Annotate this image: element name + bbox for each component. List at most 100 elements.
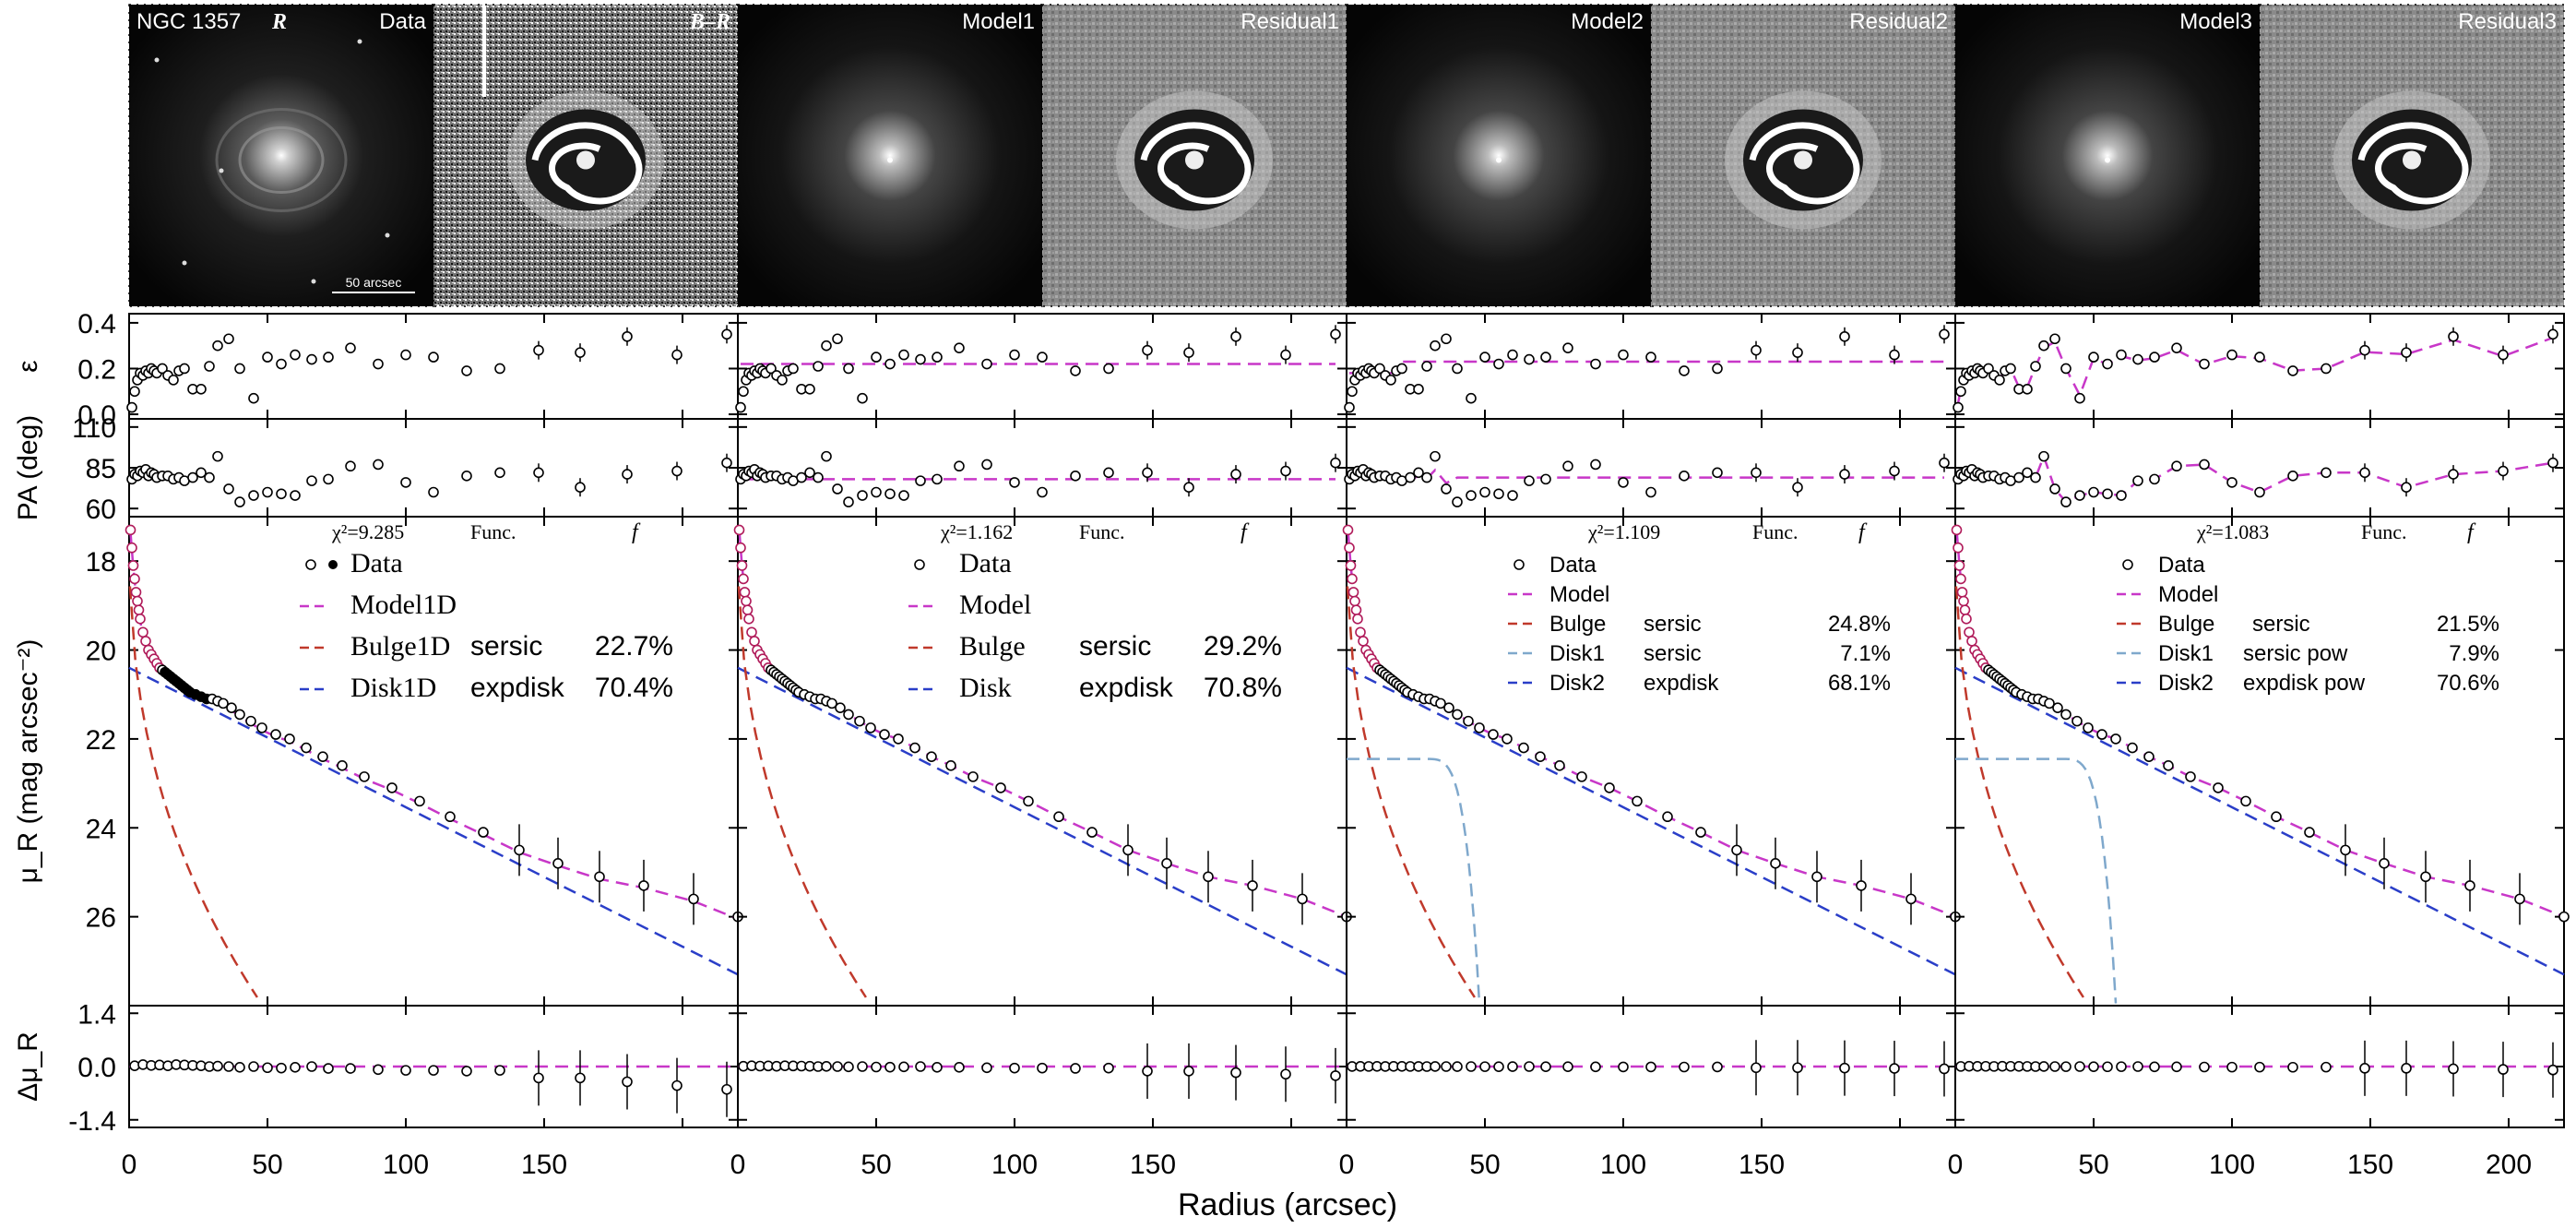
y-tick-label: 24 bbox=[86, 814, 116, 844]
data-point bbox=[248, 392, 259, 404]
data-point bbox=[1618, 477, 1629, 488]
image-panel-residual3: Residual3 bbox=[2259, 4, 2565, 307]
data-point bbox=[400, 349, 411, 361]
data-point bbox=[2049, 333, 2060, 345]
data-point bbox=[743, 614, 754, 625]
data-point bbox=[1142, 1066, 1153, 1077]
data-point bbox=[428, 352, 439, 363]
data-point bbox=[1955, 573, 1966, 585]
disk-line bbox=[737, 666, 1347, 976]
data-point bbox=[2005, 363, 2016, 375]
data-point bbox=[137, 626, 148, 638]
data-point bbox=[1161, 858, 1172, 869]
data-point bbox=[204, 471, 215, 483]
data-point bbox=[2074, 1061, 2085, 1072]
data-point bbox=[1751, 467, 1762, 479]
data-points bbox=[1342, 524, 1961, 943]
data-point bbox=[223, 333, 234, 345]
data-point bbox=[1839, 1062, 1850, 1074]
data-point bbox=[2254, 1061, 2265, 1073]
data-point bbox=[2110, 733, 2121, 745]
x-tick-label: 100 bbox=[991, 1150, 1038, 1180]
data-point bbox=[2060, 363, 2071, 375]
data-point bbox=[2401, 347, 2412, 358]
data-point bbox=[1712, 1061, 1723, 1073]
legend-func: sersic bbox=[2252, 612, 2310, 637]
data-point bbox=[2185, 771, 2196, 782]
data-point bbox=[2420, 871, 2431, 883]
y-axis-title: Δμ_R bbox=[13, 1031, 43, 1102]
legend-label: Disk2 bbox=[1549, 671, 1605, 696]
data-point bbox=[2096, 729, 2107, 740]
panel-residual bbox=[737, 1005, 1347, 1128]
f-header: f bbox=[1858, 520, 1868, 544]
data-point bbox=[2030, 361, 2041, 372]
data-point bbox=[262, 352, 273, 363]
data-point bbox=[1347, 587, 1359, 598]
data-points bbox=[126, 325, 732, 413]
data-point bbox=[749, 636, 760, 647]
data-point bbox=[738, 386, 749, 398]
data-point bbox=[196, 383, 207, 395]
panel-frame bbox=[1954, 313, 2565, 420]
image-panel-residual2: Residual2 bbox=[1650, 4, 1956, 307]
image-label: Residual3 bbox=[2458, 9, 2557, 34]
image-background bbox=[1347, 5, 1651, 306]
star bbox=[357, 39, 362, 44]
data-point bbox=[1086, 827, 1098, 838]
data-point bbox=[1280, 465, 1291, 477]
legend-marker bbox=[914, 559, 925, 570]
data-point bbox=[843, 1061, 854, 1073]
x-tick-label: 0 bbox=[1948, 1150, 1964, 1180]
star bbox=[311, 279, 316, 284]
data-point bbox=[1554, 760, 1565, 771]
data-point bbox=[1142, 467, 1153, 479]
star bbox=[154, 57, 160, 63]
galaxy-core bbox=[2105, 157, 2110, 163]
image-panel-model3: Model3 bbox=[1954, 4, 2261, 307]
image-background bbox=[1955, 5, 2260, 306]
data-point bbox=[323, 473, 334, 485]
data-point bbox=[1792, 347, 1803, 358]
chi2-label: χ²=9.285 bbox=[331, 520, 404, 543]
data-point bbox=[821, 1061, 832, 1072]
panel-frame bbox=[128, 313, 739, 420]
data-point bbox=[1645, 486, 1656, 498]
legend-fraction: 7.1% bbox=[1840, 641, 1891, 666]
data-point bbox=[741, 595, 752, 607]
data-point bbox=[1507, 490, 1518, 501]
data-point bbox=[932, 473, 943, 485]
legend-label: Model bbox=[1549, 582, 1609, 607]
legend-func: expdisk bbox=[470, 673, 565, 703]
data-point bbox=[843, 709, 854, 721]
bulge-line bbox=[1954, 586, 2084, 998]
data-point bbox=[1889, 349, 1900, 361]
data-point bbox=[1562, 1061, 1573, 1073]
data-point bbox=[1463, 715, 1474, 727]
data-point bbox=[1953, 542, 1964, 554]
legend-label: Disk bbox=[959, 673, 1012, 703]
data-point bbox=[1535, 751, 1546, 762]
legend-label: Disk1 bbox=[1549, 641, 1605, 666]
data-point bbox=[857, 392, 868, 404]
y-tick-label: 110 bbox=[72, 413, 116, 444]
data-point bbox=[2379, 858, 2390, 869]
data-point bbox=[204, 361, 215, 372]
data-point bbox=[126, 542, 137, 554]
data-point bbox=[1524, 1061, 1535, 1072]
data-point bbox=[1645, 1061, 1656, 1073]
data-point bbox=[1230, 469, 1241, 480]
data-point bbox=[2359, 467, 2370, 479]
panel-frame bbox=[1346, 516, 1956, 1007]
data-point bbox=[290, 1062, 301, 1073]
data-point bbox=[2102, 488, 2113, 500]
data-point bbox=[2171, 1061, 2182, 1073]
data-point bbox=[514, 844, 525, 856]
data-point bbox=[879, 729, 890, 740]
data-point bbox=[400, 1065, 411, 1076]
data-point bbox=[256, 722, 267, 733]
data-point bbox=[1203, 871, 1214, 883]
data-point bbox=[2143, 751, 2155, 762]
data-point bbox=[2547, 1064, 2558, 1076]
data-point bbox=[1345, 560, 1357, 571]
